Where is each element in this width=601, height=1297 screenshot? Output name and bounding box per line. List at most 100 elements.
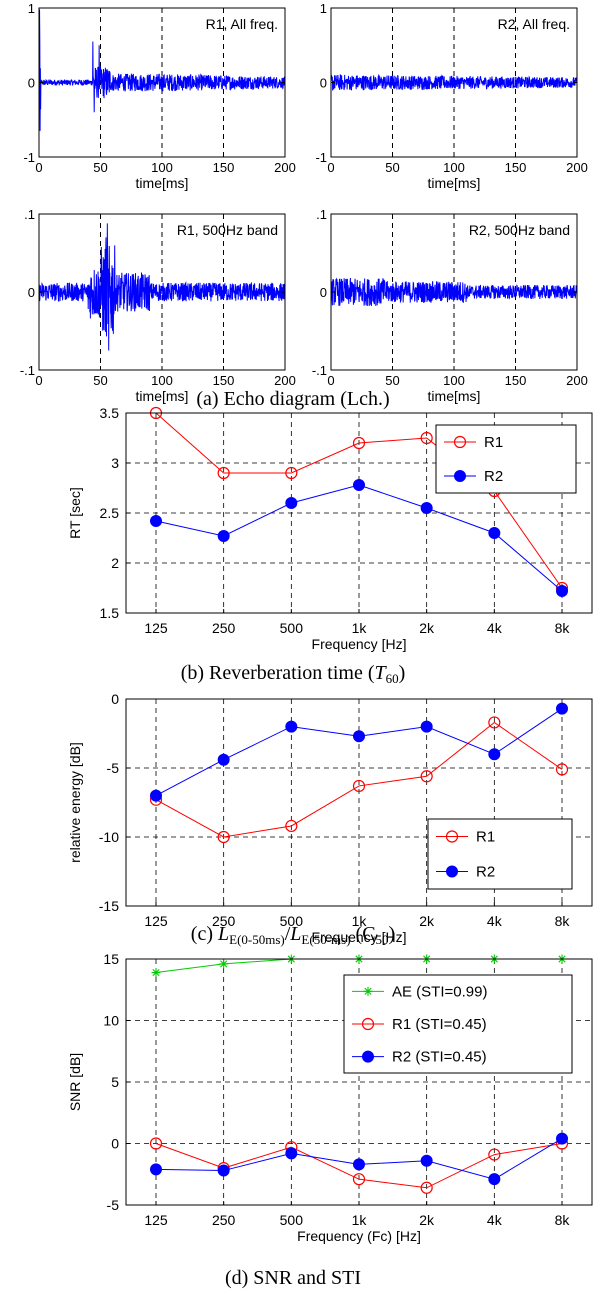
- y-tick-label: 3: [111, 455, 119, 471]
- waveform-line: [38, 223, 286, 351]
- legend-label: R1 (STI=0.45): [392, 1016, 487, 1033]
- legend-label: R1: [484, 434, 503, 451]
- series-line: [155, 721, 563, 838]
- data-point: [453, 435, 467, 449]
- x-tick-label: 125: [144, 620, 168, 636]
- data-point: [352, 779, 366, 793]
- data-point: [420, 1181, 433, 1194]
- x-tick-label: 50: [93, 160, 107, 175]
- y-tick-label: -1: [23, 150, 35, 165]
- data-point: [353, 1158, 365, 1171]
- y-tick-label: 1: [320, 1, 327, 16]
- panel-annotation: R2, 500Hz band: [469, 222, 570, 238]
- x-tick-label: 8k: [555, 913, 571, 929]
- data-point: [285, 466, 298, 480]
- x-tick-label: 4k: [487, 913, 503, 929]
- legend-box: [435, 424, 577, 494]
- y-tick-label: 0: [28, 285, 35, 300]
- x-tick-label: 500: [280, 913, 304, 929]
- data-point: [352, 436, 366, 450]
- x-axis-label: Frequency [Hz]: [312, 929, 407, 945]
- y-tick-label: 0: [320, 76, 327, 91]
- snr-panel: 125 250 500 1k 2k 4k 8k -5 0 5 10 15 Frequency (Fc) …: [67, 951, 593, 1244]
- series-r2: [150, 1132, 568, 1186]
- data-point: [285, 1147, 298, 1160]
- x-tick-label: 500: [280, 620, 304, 636]
- data-point: [488, 748, 501, 761]
- x-tick-label: 125: [144, 913, 168, 929]
- reverb-panel: 125 250 500 1k 2k 4k 8k 1.5 2 2.5 3 3.5 Frequency [H…: [67, 405, 593, 652]
- data-point: [420, 1154, 433, 1167]
- data-point: [285, 720, 298, 733]
- x-tick-label: 500: [280, 1212, 304, 1228]
- x-tick-label: 150: [505, 373, 527, 388]
- series-r2: [150, 702, 568, 802]
- y-tick-label: .1: [24, 207, 35, 222]
- waveform-line: [330, 277, 578, 306]
- x-tick-label: 0: [327, 160, 334, 175]
- x-tick-label: 2k: [419, 1212, 435, 1228]
- x-tick-label: 50: [93, 373, 107, 388]
- series-ae: [151, 954, 567, 978]
- legend-label: R2 (STI=0.45): [392, 1049, 487, 1066]
- x-tick-label: 150: [213, 373, 235, 388]
- data-point: [420, 502, 433, 514]
- data-point: [420, 770, 433, 783]
- data-point: [217, 753, 230, 766]
- panel-annotation: R2, All freq.: [498, 16, 570, 32]
- y-tick-label: 5: [111, 1074, 119, 1090]
- waveform-line: [38, 9, 286, 131]
- data-point: [217, 830, 230, 844]
- x-tick-label: 150: [505, 160, 527, 175]
- x-tick-label: 4k: [487, 620, 503, 636]
- y-tick-label: 1.5: [100, 605, 120, 621]
- y-tick-label: 10: [103, 1013, 119, 1029]
- data-point: [150, 515, 162, 527]
- x-tick-label: 200: [566, 160, 588, 175]
- x-tick-label: 1k: [352, 913, 368, 929]
- data-point: [285, 819, 298, 833]
- y-tick-label: 0: [111, 1136, 119, 1152]
- panel-annotation: R1, 500Hz band: [177, 222, 278, 238]
- data-point: [556, 1132, 568, 1145]
- data-point: [454, 470, 466, 482]
- x-tick-label: 1k: [352, 1212, 368, 1228]
- x-tick-label: 0: [35, 160, 42, 175]
- y-tick-label: 0: [111, 691, 119, 707]
- data-point: [353, 730, 365, 743]
- y-tick-label: 1: [28, 1, 35, 16]
- x-tick-label: 250: [212, 620, 236, 636]
- data-point: [362, 1050, 374, 1063]
- x-tick-label: 2k: [419, 620, 435, 636]
- x-tick-label: 0: [327, 373, 334, 388]
- y-axis-label: RT [sec]: [67, 487, 83, 539]
- legend-box: [427, 818, 573, 890]
- x-tick-label: 250: [212, 1212, 236, 1228]
- data-point: [446, 865, 458, 878]
- x-tick-label: 8k: [555, 1212, 571, 1228]
- data-point: [488, 527, 501, 539]
- c50-panel: 125 250 500 1k 2k 4k 8k -15 -10 -5 0 Frequency [Hz]…: [67, 691, 593, 945]
- caption-b: (b) Reverberation time (T60): [181, 662, 406, 686]
- x-tick-label: 50: [385, 160, 399, 175]
- x-tick-label: 200: [566, 373, 588, 388]
- y-tick-label: -15: [99, 898, 119, 914]
- waveform-line: [330, 73, 578, 91]
- x-tick-label: 200: [274, 373, 296, 388]
- legend: R1 R2: [435, 424, 577, 494]
- x-tick-label: 8k: [555, 620, 571, 636]
- y-tick-label: 0: [320, 285, 327, 300]
- x-tick-label: 100: [151, 373, 173, 388]
- data-point: [353, 479, 365, 491]
- legend: R1 R2: [427, 818, 573, 890]
- data-point: [488, 1173, 501, 1186]
- y-tick-label: 2.5: [100, 505, 120, 521]
- y-tick-label: -1: [315, 150, 327, 165]
- data-point: [352, 1173, 366, 1186]
- data-point: [420, 720, 433, 733]
- x-axis-label: time[ms]: [136, 388, 189, 404]
- legend: AE (STI=0.99) R1 (STI=0.45) R2 (STI=0.45): [343, 974, 573, 1074]
